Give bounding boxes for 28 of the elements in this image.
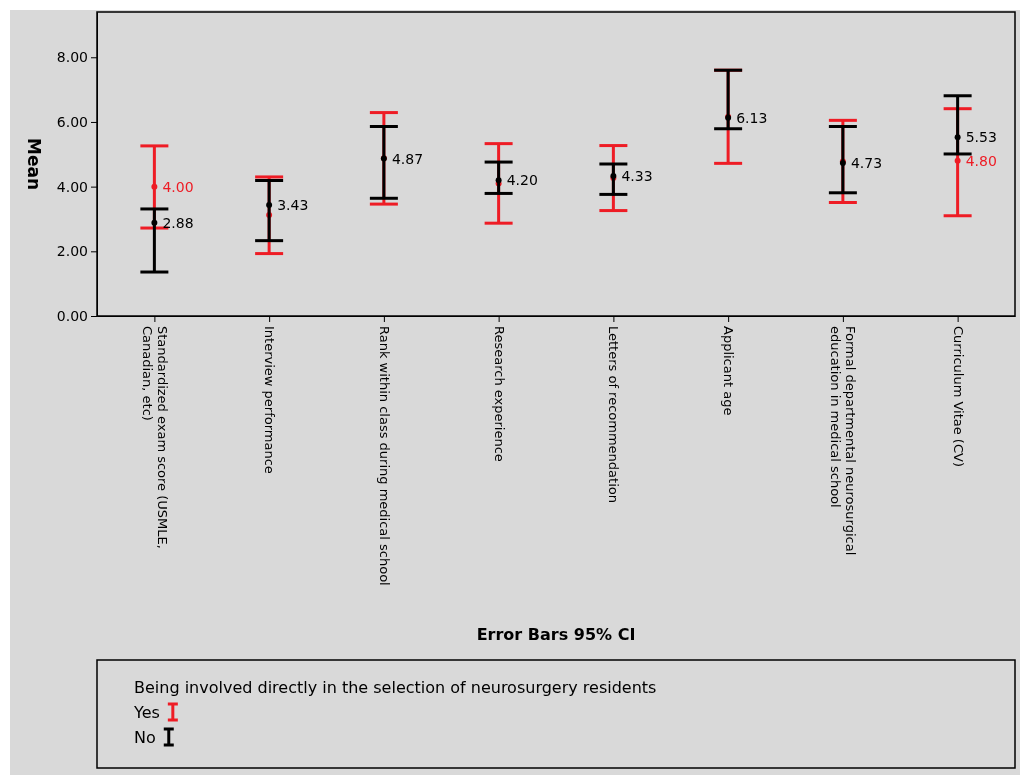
x-axis-title: Error Bars 95% CI <box>476 625 636 644</box>
x-tick-label: Research experience <box>491 326 507 462</box>
x-tick-label: Standardized exam score (USMLE, Canadian, etc) <box>139 326 170 549</box>
legend-title: Being involved directly in the selection of neurosurgery residents <box>134 678 657 697</box>
y-axis-title: Mean <box>24 137 44 191</box>
data-label: 4.87 <box>391 150 424 167</box>
data-label: 3.43 <box>277 197 309 214</box>
data-label: 6.13 <box>736 109 768 126</box>
y-tick-label: 0.00 <box>56 307 88 324</box>
data-label: 4.00 <box>162 178 194 195</box>
data-label: 4.20 <box>506 172 538 189</box>
data-label: 5.53 <box>965 129 997 146</box>
data-label: 4.80 <box>965 152 997 169</box>
x-tick-label: Rank within class during medical school <box>376 326 392 586</box>
x-tick-label: Interview performance <box>262 326 278 474</box>
x-tick-label: Formal departmental neurosurgical education in medical school <box>828 326 859 556</box>
y-tick-label: 8.00 <box>56 49 88 66</box>
data-label: 4.73 <box>850 155 883 172</box>
data-label: 2.88 <box>162 214 194 231</box>
x-tick-label: Applicant age <box>721 326 737 416</box>
y-tick-label: 4.00 <box>56 178 88 195</box>
data-label: 4.33 <box>621 167 653 184</box>
x-tick-label: Letters of recommendation <box>606 326 622 503</box>
legend-label: No <box>134 728 156 747</box>
y-tick-label: 6.00 <box>56 113 88 130</box>
y-tick-label: 2.00 <box>56 243 88 260</box>
legend-label: Yes <box>133 703 160 722</box>
x-tick-label: Curriculum Vitae (CV) <box>950 326 966 467</box>
